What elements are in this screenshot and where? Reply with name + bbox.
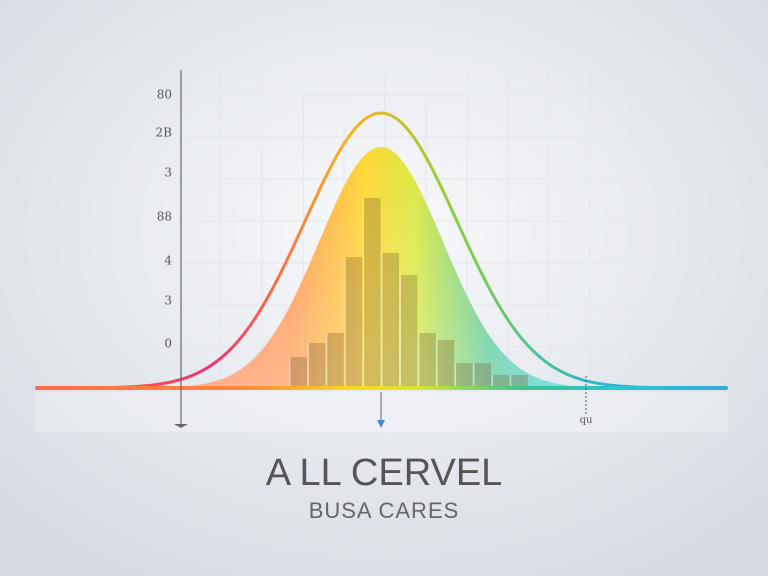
axis-label: 3 bbox=[164, 294, 172, 308]
bar bbox=[400, 275, 418, 388]
bar bbox=[492, 375, 510, 388]
bar bbox=[455, 363, 473, 388]
histogram bbox=[289, 198, 528, 388]
bar bbox=[510, 375, 528, 388]
axis-label: 3 bbox=[164, 166, 172, 180]
axis-arrow bbox=[174, 424, 188, 428]
bar bbox=[363, 198, 381, 388]
bar bbox=[345, 257, 363, 388]
bar bbox=[418, 333, 436, 388]
baseline bbox=[35, 386, 728, 390]
bar bbox=[290, 357, 307, 388]
bar bbox=[474, 363, 491, 388]
axis-label: 0 bbox=[164, 337, 172, 351]
axis-labels: 80 2B 3 88 4 3 0 bbox=[156, 88, 173, 351]
center-arrow bbox=[377, 420, 385, 428]
bar bbox=[308, 343, 326, 388]
marker-label: qu bbox=[580, 415, 593, 426]
title: A LL CERVEL bbox=[266, 452, 503, 494]
subtitle: BUSA CARES bbox=[309, 498, 460, 523]
axis-label: 88 bbox=[157, 210, 172, 224]
bar bbox=[382, 253, 399, 388]
bar bbox=[437, 340, 455, 388]
axis-label: 4 bbox=[164, 254, 172, 268]
bell-shade bbox=[140, 147, 640, 388]
bell-curve bbox=[40, 111, 724, 390]
bar bbox=[326, 333, 344, 388]
axis-label: 2B bbox=[156, 126, 173, 140]
axis-label: 80 bbox=[157, 88, 172, 102]
